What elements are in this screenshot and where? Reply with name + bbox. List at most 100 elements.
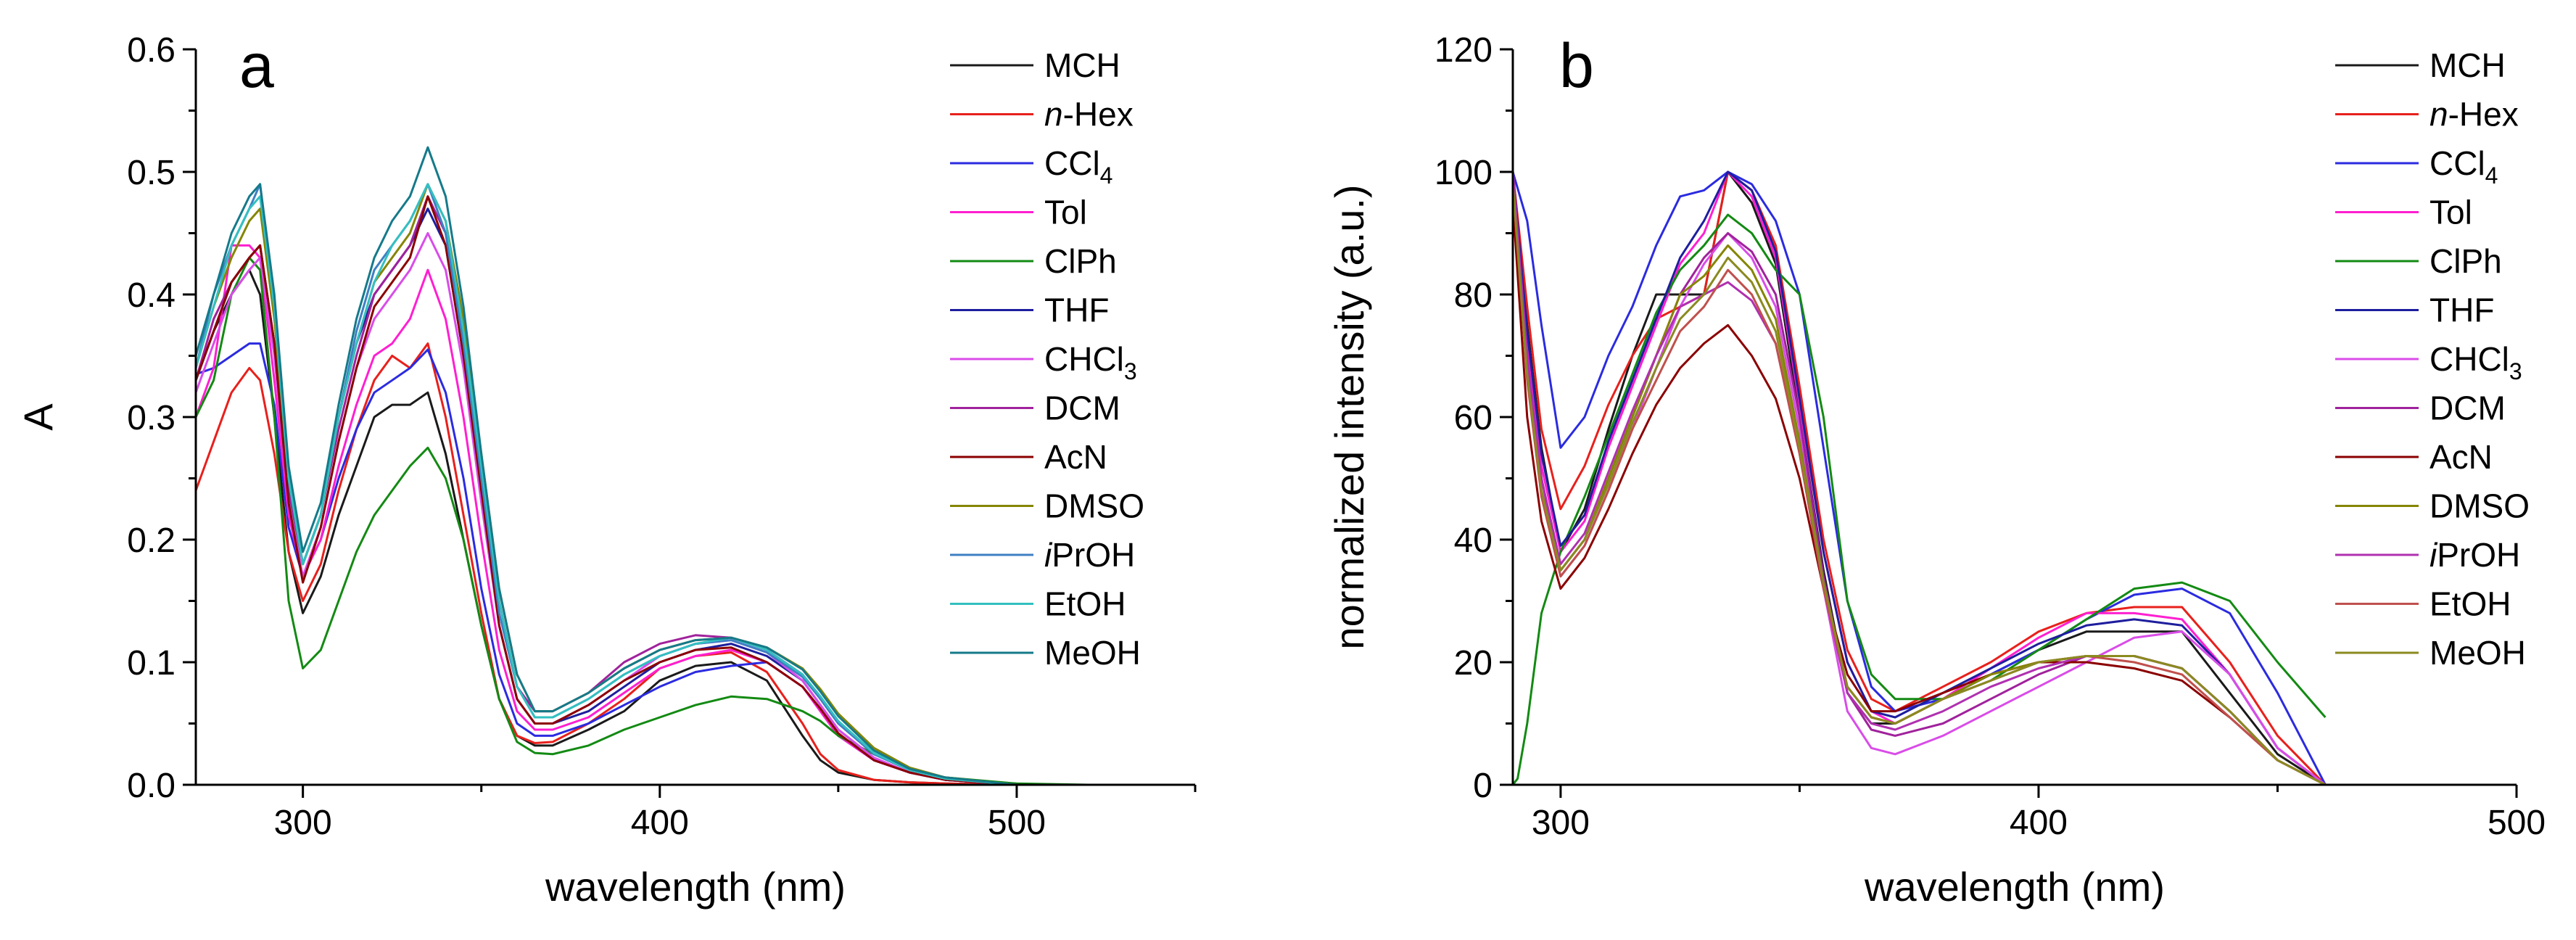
legend-label-subscript: 3 (2509, 358, 2522, 384)
legend-label-text: Tol (1044, 194, 1087, 231)
legend-label-text: EtOH (2430, 585, 2511, 623)
legend-label-text: MCH (2430, 46, 2506, 84)
legend-label: Tol (2430, 194, 2472, 231)
y-tick-label: 100 (1434, 154, 1493, 192)
legend-label: THF (1044, 292, 1109, 329)
legend-label: iPrOH (2430, 536, 2520, 574)
legend-label-text: MeOH (2430, 634, 2526, 672)
x-axis-label: wavelength (nm) (1864, 864, 2165, 910)
legend-label-italic: i (1044, 536, 1053, 574)
legend-label-text: Tol (2430, 194, 2472, 231)
panel-label: a (239, 31, 274, 101)
x-axis-label: wavelength (nm) (545, 864, 846, 910)
y-tick-label: 0.4 (127, 276, 176, 315)
y-tick-label: 0.2 (127, 521, 176, 560)
series-line-acn (1513, 202, 2327, 785)
y-tick-label: 40 (1454, 521, 1493, 560)
y-tick-label: 60 (1454, 399, 1493, 437)
legend-label-text: THF (1044, 292, 1109, 329)
legend-label-text: DMSO (1044, 487, 1144, 525)
legend-label: DMSO (2430, 487, 2530, 525)
legend-label-text: CCl (1044, 144, 1100, 182)
chart-panel-a: 0.0 0.1 0.2 0.3 0.4 0.5 0.6 300 400 500 wavelength… (15, 31, 1197, 910)
x-tick-label: 500 (2488, 804, 2546, 842)
legend-label: MeOH (1044, 634, 1141, 672)
legend-label-text: PrOH (1052, 536, 1135, 574)
series-line-meoh (196, 146, 1195, 785)
x-tick-label: 500 (988, 804, 1046, 842)
legend-label: DMSO (1044, 487, 1144, 525)
legend-label: ClPh (1044, 242, 1117, 280)
legend-label: MCH (1044, 46, 1120, 84)
legend: MCHn-HexCCl4TolClPhTHFCHCl3DCMAcNDMSOiPr… (950, 46, 1144, 672)
legend-label-text: DCM (1044, 389, 1120, 427)
legend-label-text: -Hex (1063, 96, 1134, 133)
legend-label-text: ClPh (1044, 242, 1117, 280)
legend-label-text: DMSO (2430, 487, 2530, 525)
legend-label-text: CHCl (2430, 340, 2509, 378)
x-tick-label: 400 (631, 804, 689, 842)
x-tick-label: 300 (274, 804, 332, 842)
legend-label: AcN (1044, 438, 1107, 476)
legend-label: iPrOH (1044, 536, 1135, 574)
legend-label-text: DCM (2430, 389, 2506, 427)
legend-label-text: CHCl (1044, 340, 1124, 378)
legend-label: ClPh (2430, 242, 2502, 280)
legend-label-text: PrOH (2437, 536, 2520, 574)
legend-label-italic: i (2430, 536, 2438, 574)
legend-label-text: -Hex (2448, 96, 2519, 133)
legend-label: DCM (1044, 389, 1120, 427)
legend-label-text: CCl (2430, 144, 2485, 182)
series-line-nhex (1513, 170, 2327, 785)
legend-label: CCl4 (2430, 144, 2498, 189)
y-tick-label: 0.1 (127, 644, 176, 683)
legend-label: AcN (2430, 438, 2493, 476)
legend: MCHn-HexCCl4TolClPhTHFCHCl3DCMAcNDMSOiPr… (2335, 46, 2530, 672)
legend-label: CHCl3 (2430, 340, 2522, 384)
panel-label: b (1559, 31, 1594, 101)
legend-label-text: MeOH (1044, 634, 1141, 672)
series-line-clph (1513, 213, 2327, 785)
legend-label-text: ClPh (2430, 242, 2502, 280)
legend-label: CCl4 (1044, 144, 1112, 189)
x-tick-label: 400 (2010, 804, 2068, 842)
series-line-thf (1513, 170, 2327, 785)
legend-label-text: MCH (1044, 46, 1120, 84)
y-tick-label: 0.6 (127, 31, 176, 70)
chart-panel-b: 0 20 40 60 80 100 120 300 400 500 wavelength (nm) n… (1326, 31, 2546, 910)
legend-label: EtOH (1044, 585, 1126, 623)
legend-label-text: THF (2430, 292, 2494, 329)
legend-label: DCM (2430, 389, 2506, 427)
legend-label-text: EtOH (1044, 585, 1126, 623)
y-axis-label: A (15, 403, 61, 431)
series-group (1513, 170, 2327, 785)
y-tick-label: 20 (1454, 644, 1493, 683)
x-tick-label: 300 (1532, 804, 1590, 842)
legend-label: Tol (1044, 194, 1087, 231)
series-line-etoh (196, 183, 1195, 785)
legend-label: n-Hex (2430, 96, 2519, 133)
legend-label: MCH (2430, 46, 2506, 84)
y-tick-label: 0.3 (127, 399, 176, 437)
legend-label: CHCl3 (1044, 340, 1137, 384)
legend-label: MeOH (2430, 634, 2526, 672)
y-tick-label: 0.5 (127, 154, 176, 192)
legend-label-subscript: 4 (1100, 162, 1113, 189)
series-group (196, 146, 1195, 785)
series-line-meoh (1513, 184, 2327, 785)
legend-label-text: AcN (2430, 438, 2493, 476)
y-tick-label: 0.0 (127, 767, 176, 805)
y-tick-label: 120 (1434, 31, 1493, 70)
series-line-acn (196, 195, 1195, 785)
y-axis-label: normalized intensity (a.u.) (1326, 184, 1372, 649)
legend-label: THF (2430, 292, 2494, 329)
legend-label: n-Hex (1044, 96, 1134, 133)
legend-label-subscript: 3 (1124, 358, 1137, 384)
legend-label-subscript: 4 (2485, 162, 2498, 189)
series-line-etoh (1513, 184, 2327, 785)
legend-label-italic: n (1044, 96, 1063, 133)
legend-label-text: AcN (1044, 438, 1107, 476)
legend-label-italic: n (2430, 96, 2448, 133)
y-tick-label: 0 (1473, 767, 1493, 805)
